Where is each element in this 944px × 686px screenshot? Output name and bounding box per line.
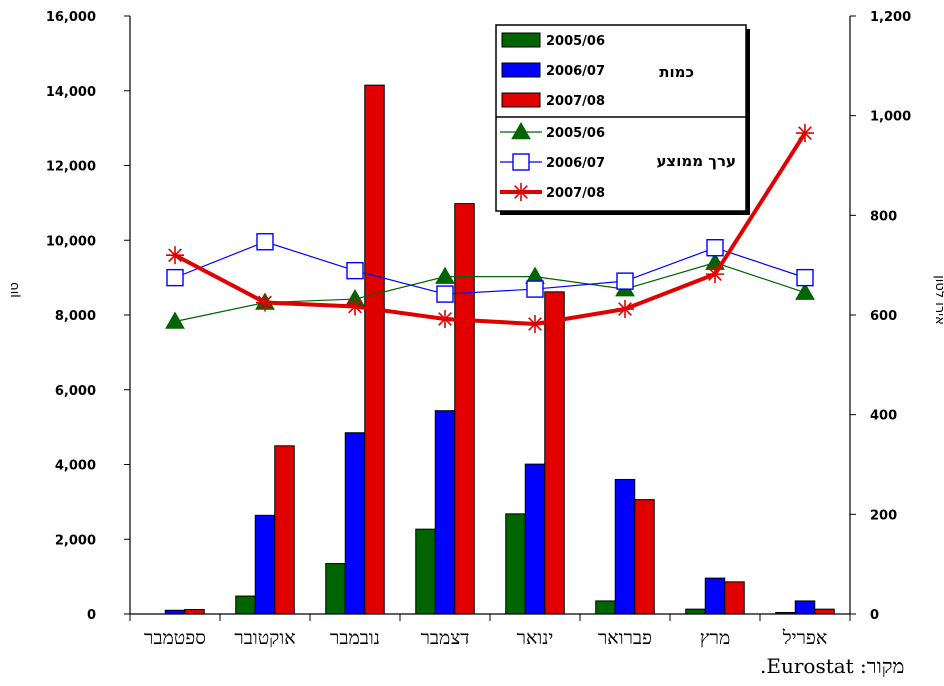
legend-marker (511, 121, 531, 140)
bar-2007-08 (454, 203, 475, 615)
point-2007-08 (706, 265, 724, 284)
point-2007-08 (796, 124, 814, 143)
x-tick-label: אוקטובר (234, 627, 295, 649)
point-2006-07 (526, 280, 544, 298)
legend-label: 2006/07 (546, 64, 605, 79)
marker-stroke (798, 126, 812, 140)
bar-2007-08 (364, 84, 385, 615)
point-2007-08 (256, 293, 274, 312)
bar-2005-06 (595, 600, 616, 615)
point-2006-07 (616, 272, 634, 290)
point-2006-07 (436, 285, 454, 303)
bar-2005-06 (685, 608, 706, 615)
bar-2007-08 (814, 608, 835, 615)
marker-stroke (708, 267, 722, 282)
y-right-tick-label: 400 (870, 409, 897, 424)
y-left-tick-label: 14,000 (46, 85, 96, 100)
legend-group-lines-label: ערך ממוצע (656, 152, 736, 170)
source-note: מקור: Eurostat. (760, 654, 905, 678)
y-right-tick-label: 1,200 (870, 10, 911, 25)
legend-label: 2005/06 (546, 126, 605, 141)
bar-2007-08 (184, 609, 205, 615)
legend-group-bars-label: כמות (659, 63, 694, 81)
bar-2007-08 (724, 581, 745, 615)
x-tick-label: מרץ (700, 627, 731, 649)
point-2006-07 (346, 261, 364, 280)
bar-2006-07 (704, 577, 726, 615)
legend-marker (512, 183, 530, 201)
y-right-tick-label: 800 (870, 209, 897, 224)
y-left-tick-label: 8,000 (55, 309, 96, 324)
point-2007-08 (526, 314, 544, 333)
x-tick-label: נובמבר (330, 627, 380, 649)
marker-stroke (438, 312, 452, 326)
x-tick-label: ספטמבר (144, 627, 206, 649)
bar-2005-06 (325, 563, 346, 615)
y-left-tick-label: 12,000 (46, 160, 96, 175)
y-left-tick-label: 2,000 (55, 533, 96, 548)
legend-swatch-bar (501, 32, 541, 48)
bar-2006-07 (524, 463, 546, 615)
legend-label: 2007/08 (546, 186, 605, 201)
point-2007-08 (616, 300, 634, 319)
y-right-tick-label: 1,000 (870, 110, 911, 125)
bar-2006-07 (254, 514, 276, 615)
y-left-tick-label: 6,000 (55, 384, 96, 399)
y-left-tick-label: 10,000 (46, 234, 96, 249)
legend-swatch-bar (501, 92, 541, 108)
x-tick-label: דצמבר (421, 627, 470, 649)
y-axis-right-label: אירו לטון (932, 275, 944, 325)
x-tick-label: ינואר (517, 627, 554, 649)
y-right-tick-label: 600 (870, 309, 897, 324)
bar-2006-07 (794, 600, 816, 615)
bar-2007-08 (634, 499, 655, 615)
marker-stroke (528, 317, 542, 331)
y-right-tick-label: 200 (870, 508, 897, 523)
bar-2005-06 (415, 528, 436, 615)
point-2006-07 (796, 268, 814, 287)
marker-stroke (348, 299, 362, 314)
point-2006-07 (166, 268, 184, 287)
point-2007-08 (166, 246, 184, 265)
legend-label: 2007/08 (546, 94, 605, 109)
x-tick-label: פברואר (598, 627, 652, 649)
bar-2007-08 (274, 445, 295, 615)
line-2007-08 (174, 132, 807, 326)
bar-2007-08 (544, 291, 565, 615)
point-2006-07 (256, 233, 274, 251)
legend-label: 2005/06 (546, 34, 605, 49)
marker-stroke (618, 302, 632, 316)
line-2006-07 (174, 241, 806, 295)
point-2007-08 (436, 309, 454, 328)
bar-2006-07 (434, 410, 456, 615)
legend-swatch-bar (501, 62, 541, 78)
marker-stroke (258, 295, 272, 310)
legend-box (495, 24, 747, 212)
marker-stroke (168, 248, 182, 263)
bar-2006-07 (614, 478, 636, 615)
marker-stroke (514, 185, 528, 199)
point-2005-06 (795, 282, 815, 300)
legend-label: 2006/07 (546, 156, 605, 171)
bar-2005-06 (235, 595, 256, 615)
point-2007-08 (346, 297, 364, 316)
y-left-tick-label: 4,000 (55, 459, 96, 474)
y-right-tick-label: 0 (870, 608, 879, 623)
x-tick-label: אפריל (782, 627, 828, 649)
bar-2005-06 (505, 513, 526, 615)
legend-marker (512, 153, 530, 171)
y-axis-left-label: טון (7, 282, 22, 298)
y-left-tick-label: 16,000 (46, 10, 96, 25)
point-2006-07 (706, 239, 724, 257)
bar-2006-07 (344, 432, 366, 615)
point-2005-06 (435, 266, 455, 284)
point-2005-06 (165, 311, 185, 329)
y-left-tick-label: 0 (87, 608, 96, 623)
